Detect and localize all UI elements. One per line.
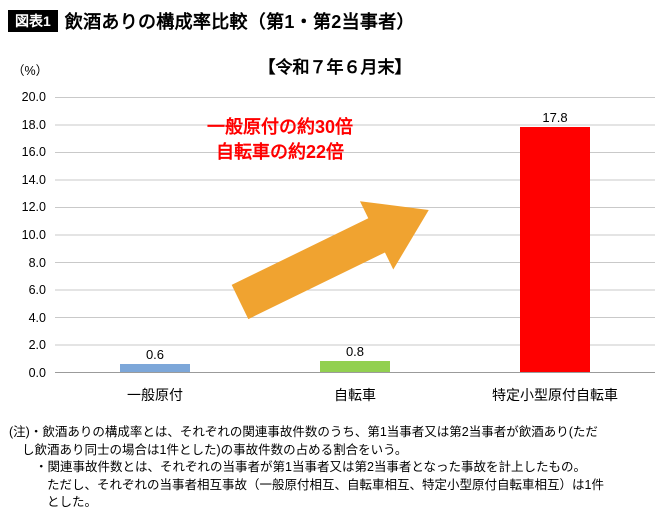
y-tick: 8.0 (28, 255, 46, 270)
bar-value-label: 0.6 (145, 346, 165, 362)
annotation: 一般原付の約30倍 自転車の約22倍 (140, 115, 420, 165)
footnote-line: ただし、それぞれの当事者相互事故（一般原付相互、自転車相互、特定小型原付自転車相… (47, 477, 604, 492)
footnotes: (注)・飲酒ありの構成率とは、それぞれの関連事故件数のうち、第1当事者又は第2当… (9, 424, 604, 512)
footnote-line: ・関連事故件数とは、それぞれの当事者が第1当事者又は第2当事者となった事故を計上… (35, 460, 587, 474)
chart-title: 【令和７年６月末】 (258, 58, 412, 77)
x-axis-labels: 一般原付 自転車 特定小型原付自転車 (55, 385, 655, 405)
y-tick: 16.0 (21, 145, 46, 160)
y-tick: 4.0 (28, 310, 46, 325)
x-axis-label: 特定小型原付自転車 (492, 387, 618, 403)
bar (120, 363, 190, 372)
bar (320, 361, 390, 372)
figure-header: 図表1 飲酒ありの構成率比較（第1・第2当事者） (8, 8, 415, 34)
footnote-line: (注)・飲酒ありの構成率とは、それぞれの関連事故件数のうち、第1当事者又は第2当… (9, 425, 598, 439)
x-axis-label: 一般原付 (127, 387, 183, 403)
annotation-line: 一般原付の約30倍 (206, 117, 354, 137)
bar (520, 127, 590, 372)
plot-area: 0.6 0.8 17.8 一般原付の約30倍 自転車の約22倍 (55, 97, 655, 373)
bar-column: 0.8 (255, 97, 455, 372)
y-tick: 2.0 (28, 338, 46, 353)
y-tick: 20.0 (21, 90, 46, 104)
bar-column: 0.6 (55, 97, 255, 372)
bar-value-label: 17.8 (542, 110, 568, 126)
y-axis-tick-labels: 20.0 18.0 16.0 14.0 12.0 10.0 8.0 6.0 4.… (0, 90, 48, 380)
y-tick: 12.0 (21, 200, 46, 215)
y-tick: 0.0 (28, 366, 46, 380)
bar-column: 17.8 (455, 97, 655, 372)
y-tick: 6.0 (28, 283, 46, 298)
figure-badge: 図表1 (8, 10, 58, 32)
y-tick: 14.0 (21, 172, 46, 187)
trend-arrow-shape (231, 201, 429, 320)
trend-arrow-icon (231, 201, 429, 320)
footnote-line: とした。 (47, 495, 98, 509)
x-axis-label: 自転車 (334, 387, 376, 403)
y-axis-unit-label: （%） (12, 64, 49, 78)
bars: 0.6 0.8 17.8 (55, 97, 655, 372)
annotation-line: 自転車の約22倍 (215, 142, 345, 163)
y-tick: 18.0 (21, 117, 46, 132)
bar-value-label: 0.8 (345, 344, 365, 359)
footnote-line: し飲酒あり同士の場合は1件とした)の事故件数の占める割合をいう。 (22, 442, 408, 457)
y-tick: 10.0 (21, 228, 46, 242)
figure-title: 飲酒ありの構成率比較（第1・第2当事者） (64, 12, 415, 32)
